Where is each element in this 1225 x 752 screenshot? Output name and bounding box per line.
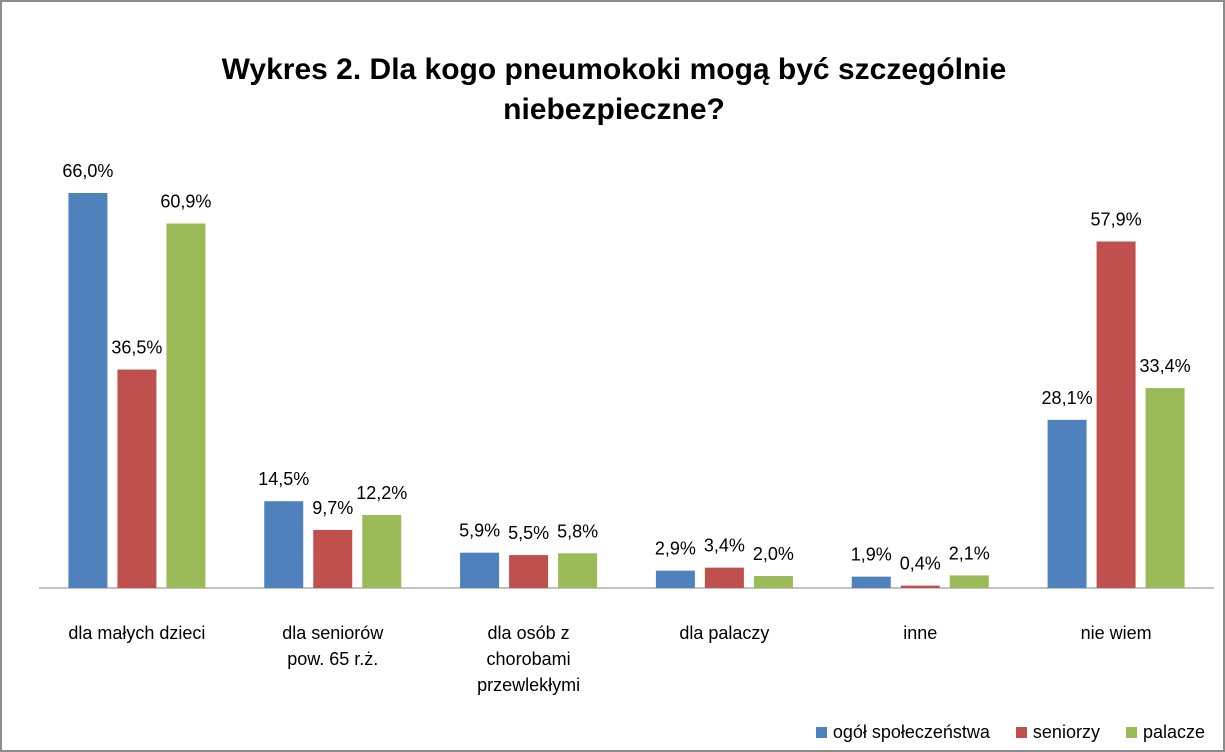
legend-swatch: [1125, 727, 1137, 738]
data-label: 28,1%: [1042, 388, 1093, 408]
x-tick-label: dla seniorów pow. 65 r.ż.: [282, 623, 384, 669]
data-label: 9,7%: [312, 498, 353, 518]
bar: [1145, 388, 1185, 588]
data-label: 2,9%: [655, 539, 696, 559]
data-label: 1,9%: [851, 545, 892, 565]
data-label: 14,5%: [258, 469, 309, 489]
data-label: 5,5%: [508, 523, 549, 543]
data-label: 33,4%: [1140, 356, 1191, 376]
bar: [655, 570, 695, 588]
data-label: 0,4%: [900, 554, 941, 574]
legend: ogół społeczeństwa seniorzy palacze: [815, 722, 1205, 743]
bar: [949, 575, 989, 588]
legend-item: ogół społeczeństwa: [815, 722, 990, 743]
legend-swatch: [1015, 727, 1027, 738]
bar: [509, 555, 549, 588]
data-label: 66,0%: [62, 161, 113, 181]
data-label: 2,1%: [949, 543, 990, 563]
bar: [362, 514, 402, 588]
bar: [704, 567, 744, 588]
data-label: 3,4%: [704, 536, 745, 556]
data-label: 36,5%: [111, 338, 162, 358]
data-label: 5,9%: [459, 521, 500, 541]
data-label: 12,2%: [356, 483, 407, 503]
data-label: 2,0%: [753, 544, 794, 564]
legend-label: palacze: [1142, 722, 1205, 742]
data-label: 60,9%: [160, 192, 211, 212]
x-tick-label: nie wiem: [1080, 623, 1152, 643]
bar: [166, 223, 206, 589]
bar: [851, 576, 891, 588]
x-tick-label: dla osób z chorobami przewlekłymi: [477, 623, 581, 695]
bar: [68, 193, 108, 588]
bar: [117, 369, 157, 588]
x-tick-label: dla palaczy: [679, 623, 770, 643]
bar: [753, 576, 793, 588]
legend-item: seniorzy: [1015, 722, 1100, 743]
bar: [558, 553, 598, 588]
bar: [264, 501, 304, 588]
bar: [460, 552, 500, 588]
legend-swatch: [815, 727, 827, 738]
data-label: 5,8%: [557, 521, 598, 541]
bar: [1096, 241, 1136, 588]
legend-label: ogół społeczeństwa: [832, 722, 990, 742]
bar: [900, 585, 940, 588]
chart-title: Wykres 2. Dla kogo pneumokoki mogą być s…: [221, 53, 1007, 126]
bar: [1047, 419, 1087, 588]
data-label: 57,9%: [1091, 209, 1142, 229]
bar: [313, 529, 353, 588]
x-tick-label: inne: [903, 623, 938, 643]
x-tick-label: dla małych dzieci: [68, 623, 206, 643]
legend-item: palacze: [1125, 722, 1205, 743]
legend-label: seniorzy: [1032, 722, 1100, 742]
